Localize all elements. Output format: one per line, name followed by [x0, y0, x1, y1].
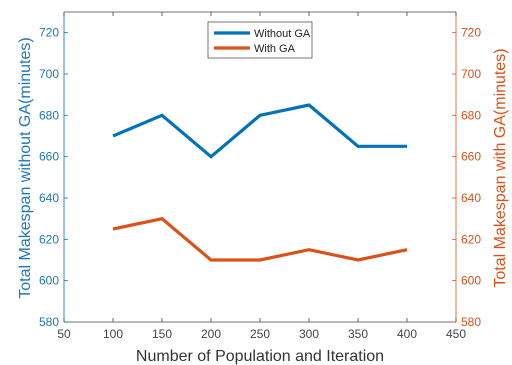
x-tick-label: 150: [152, 327, 172, 341]
y-right-tick-label: 580: [461, 315, 481, 329]
y-axis-right-label: Total Makespan with GA(minutes): [492, 48, 509, 287]
y-left-tick-label: 680: [39, 108, 59, 122]
y-left-tick-label: 580: [39, 315, 59, 329]
series-line-without-ga: [112, 103, 407, 159]
y-right-tick-label: 700: [461, 67, 481, 81]
y-left-tick-label: 700: [39, 67, 59, 81]
x-tick-label: 450: [446, 327, 466, 341]
y-axis-left-label: Total Makespan without GA(minutes): [17, 37, 34, 298]
x-tick-label: 50: [57, 327, 71, 341]
y-right-tick-label: 600: [461, 274, 481, 288]
x-tick-label: 100: [103, 327, 123, 341]
x-tick-label: 200: [201, 327, 221, 341]
y-left-tick-label: 640: [39, 191, 59, 205]
y-right-tick-label: 680: [461, 108, 481, 122]
y-left-tick-label: 620: [39, 232, 59, 246]
y-right-tick-label: 660: [461, 150, 481, 164]
x-tick-label: 250: [250, 327, 270, 341]
y-right-tick-label: 720: [461, 26, 481, 40]
y-right-tick-label: 620: [461, 232, 481, 246]
y-left-tick-label: 660: [39, 150, 59, 164]
x-tick-label: 300: [299, 327, 319, 341]
series-line-with-ga: [112, 216, 408, 262]
legend-label: Without GA: [254, 28, 311, 40]
y-right-tick-label: 640: [461, 191, 481, 205]
y-left-tick-label: 720: [39, 26, 59, 40]
x-tick-label: 400: [397, 327, 417, 341]
y-left-tick-label: 600: [39, 274, 59, 288]
x-tick-label: 350: [348, 327, 368, 341]
x-axis-label: Number of Population and Iteration: [136, 348, 384, 365]
legend-label: With GA: [254, 43, 296, 55]
legend-box: [207, 21, 313, 59]
